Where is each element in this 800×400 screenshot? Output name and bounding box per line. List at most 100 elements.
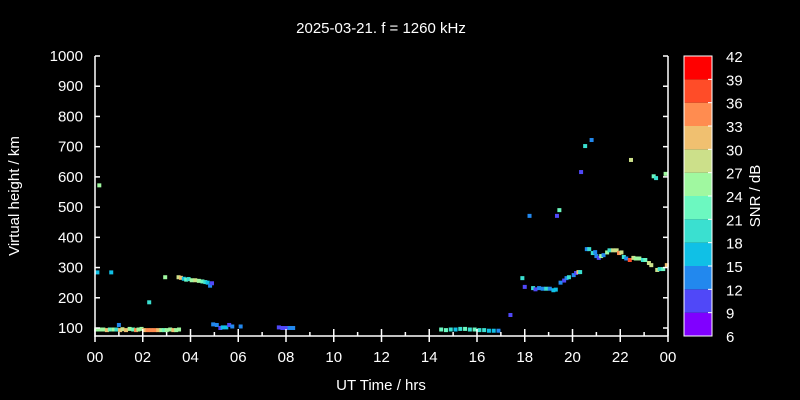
data-point	[617, 251, 622, 256]
data-point	[477, 328, 482, 333]
data-point	[238, 324, 243, 329]
data-point	[646, 261, 651, 266]
data-point	[564, 276, 569, 281]
data-point	[159, 328, 164, 333]
data-point	[443, 328, 448, 333]
data-point	[651, 174, 656, 179]
colorbar-tick-label: 33	[726, 119, 743, 136]
data-point	[94, 327, 99, 332]
data-point	[97, 327, 102, 332]
data-point	[203, 280, 208, 285]
data-point	[640, 258, 645, 262]
y-tick-label: 100	[58, 320, 83, 337]
data-point	[209, 281, 214, 286]
data-point	[657, 267, 662, 272]
data-point	[111, 327, 116, 332]
data-point	[663, 171, 668, 176]
data-point	[141, 328, 146, 333]
data-point	[453, 327, 458, 332]
colorbar-band	[684, 289, 712, 313]
data-point	[540, 286, 545, 291]
x-tick-label: 06	[230, 349, 247, 366]
data-point	[196, 278, 201, 283]
chart-title: 2025-03-21. f = 1260 kHz	[296, 20, 466, 37]
data-point	[218, 326, 223, 330]
data-point	[104, 328, 109, 333]
x-tick-label: 10	[325, 349, 342, 366]
x-tick-label: 08	[278, 349, 295, 366]
data-point	[508, 313, 513, 318]
data-point	[544, 286, 549, 291]
data-point	[637, 256, 642, 261]
data-point	[627, 258, 632, 262]
y-tick-label: 700	[58, 139, 83, 156]
data-point	[156, 328, 161, 333]
x-tick-label: 12	[373, 349, 390, 366]
colorbar-band	[684, 312, 712, 336]
data-point	[574, 270, 579, 275]
data-point	[583, 144, 588, 149]
x-tick-label: 20	[564, 349, 581, 366]
data-point	[139, 326, 144, 331]
data-point	[276, 325, 281, 330]
data-point	[633, 256, 638, 261]
data-point	[655, 267, 660, 272]
data-point	[522, 284, 527, 289]
colorbar-band	[684, 266, 712, 290]
colorbar-tick-label: 15	[726, 259, 743, 276]
colorbar-band	[684, 79, 712, 103]
x-tick-label: 02	[134, 349, 151, 366]
data-point	[643, 258, 648, 262]
data-point	[189, 278, 194, 283]
data-point	[114, 327, 119, 332]
data-point	[193, 278, 198, 283]
data-point	[164, 328, 169, 333]
data-point	[171, 328, 176, 333]
colorbar-tick-label: 9	[726, 306, 734, 323]
data-point	[287, 326, 292, 330]
data-point	[527, 213, 532, 218]
colorbar-band	[684, 56, 712, 80]
data-point	[571, 273, 576, 278]
y-tick-label: 300	[58, 260, 83, 277]
y-tick-label: 900	[58, 78, 83, 95]
data-point	[284, 326, 288, 330]
data-point	[491, 328, 496, 333]
data-point	[601, 253, 606, 258]
data-point	[136, 327, 141, 332]
data-point	[200, 279, 205, 284]
colorbar-tick-label: 36	[726, 96, 743, 113]
data-point	[178, 275, 183, 280]
y-tick-label: 1000	[50, 48, 83, 65]
data-point	[605, 250, 610, 255]
colorbar-tick-label: 39	[726, 72, 743, 89]
x-tick-label: 04	[182, 349, 199, 366]
y-tick-label: 800	[58, 108, 83, 125]
data-point	[127, 326, 132, 331]
data-points	[94, 138, 669, 333]
data-point	[448, 327, 453, 332]
colorbar-band	[684, 172, 712, 196]
data-point	[619, 250, 624, 255]
data-point	[149, 328, 154, 333]
data-point	[177, 327, 182, 332]
data-point	[174, 328, 179, 333]
data-point	[97, 183, 102, 188]
colorbar-band	[684, 219, 712, 243]
data-point	[551, 288, 556, 293]
data-point	[593, 250, 598, 255]
data-point	[649, 263, 654, 268]
x-axis-label: UT Time / hrs	[336, 377, 426, 394]
data-point	[184, 277, 189, 282]
data-point	[654, 176, 659, 181]
data-point	[152, 328, 157, 333]
data-point	[120, 327, 125, 332]
data-point	[589, 138, 594, 143]
x-tick-label: 16	[469, 349, 486, 366]
data-point	[230, 324, 235, 329]
data-point	[664, 263, 669, 268]
x-tick-label: 14	[421, 349, 438, 366]
colorbar-tick-label: 6	[726, 329, 734, 346]
